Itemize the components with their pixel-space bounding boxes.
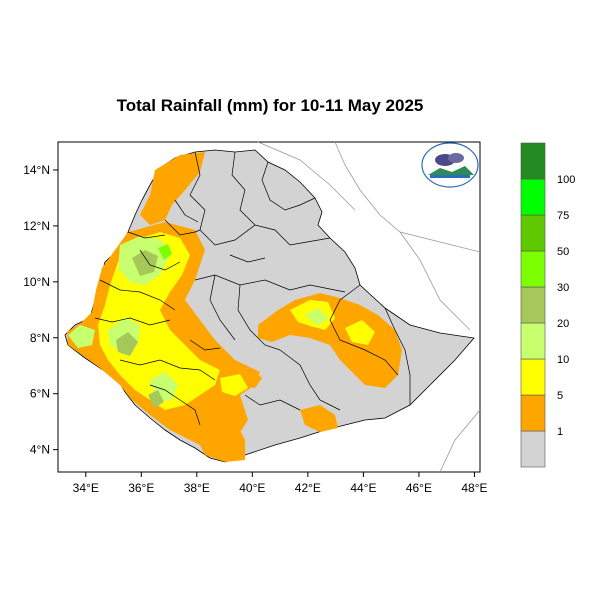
legend-swatch xyxy=(520,214,546,252)
met-agency-logo-icon xyxy=(421,142,479,188)
legend-swatch xyxy=(520,142,546,180)
legend: 1 5 10 20 30 50 75 100 xyxy=(520,142,575,468)
legend-swatch xyxy=(520,178,546,216)
legend-label: 50 xyxy=(557,246,569,258)
y-tick-label: 10°N xyxy=(23,275,50,289)
y-tick-label: 14°N xyxy=(23,163,50,177)
y-tick-label: 12°N xyxy=(23,219,50,233)
y-tick-label: 8°N xyxy=(30,331,50,345)
x-tick-label: 44°E xyxy=(350,481,376,495)
y-axis: 14°N 12°N 10°N 8°N 6°N 4°N xyxy=(23,163,58,457)
map-title: Total Rainfall (mm) for 10-11 May 2025 xyxy=(116,96,424,115)
legend-label: 30 xyxy=(557,282,569,294)
y-tick-label: 6°N xyxy=(30,387,50,401)
legend-label: 1 xyxy=(557,426,563,438)
legend-swatch xyxy=(520,322,546,360)
x-tick-label: 48°E xyxy=(461,481,487,495)
x-tick-label: 38°E xyxy=(184,481,210,495)
legend-label: 10 xyxy=(557,354,569,366)
legend-swatch xyxy=(520,394,546,432)
neighbor-borders xyxy=(257,141,481,473)
y-tick-label: 4°N xyxy=(30,443,50,457)
legend-swatch xyxy=(520,250,546,288)
legend-label: 20 xyxy=(557,318,569,330)
x-tick-label: 40°E xyxy=(239,481,265,495)
x-tick-label: 34°E xyxy=(73,481,99,495)
legend-label: 100 xyxy=(557,174,575,186)
x-tick-label: 36°E xyxy=(128,481,154,495)
x-tick-label: 46°E xyxy=(406,481,432,495)
legend-swatch xyxy=(520,286,546,324)
rainfall-band-green xyxy=(158,244,172,260)
legend-swatch xyxy=(520,430,546,468)
legend-label: 75 xyxy=(557,210,569,222)
rainfall-band-olive xyxy=(116,250,164,408)
x-axis: 34°E 36°E 38°E 40°E 42°E 44°E 46°E 48°E xyxy=(73,472,488,495)
legend-label: 5 xyxy=(557,390,563,402)
x-tick-label: 42°E xyxy=(295,481,321,495)
legend-swatch xyxy=(520,358,546,396)
admin-boundaries xyxy=(94,151,411,426)
